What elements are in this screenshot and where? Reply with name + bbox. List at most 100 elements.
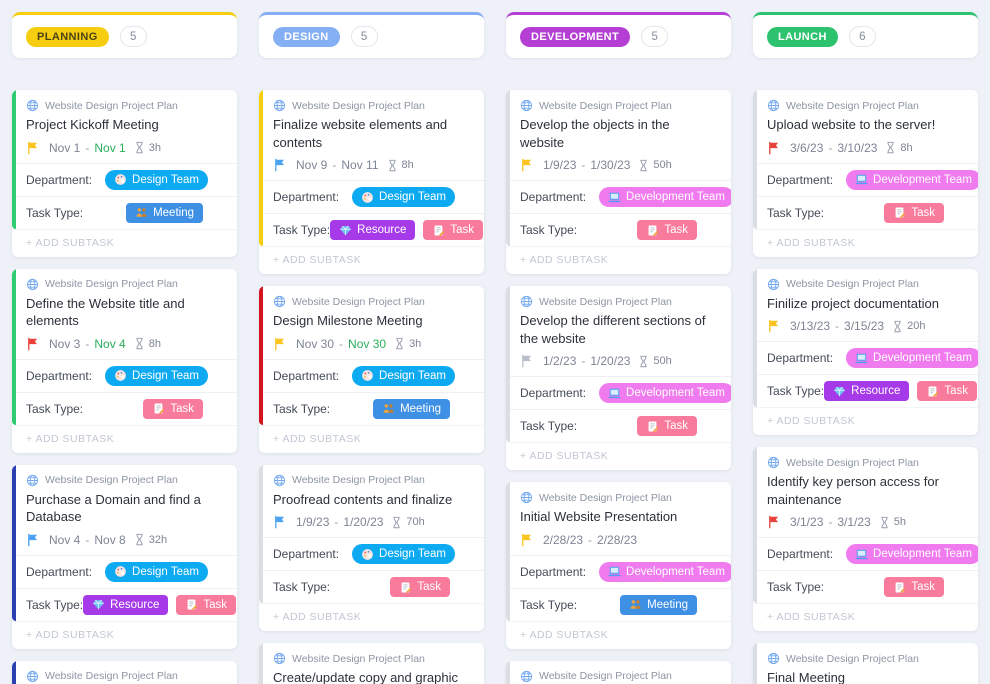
project-name[interactable]: Website Design Project Plan	[45, 99, 178, 112]
tag-design-team[interactable]: Design Team	[352, 544, 455, 565]
column-header[interactable]: PLANNING 5	[12, 12, 237, 58]
task-card[interactable]: Website Design Project Plan Initial Webs…	[506, 482, 731, 649]
start-date[interactable]: Nov 30	[296, 336, 335, 351]
add-subtask-button[interactable]: + ADD SUBTASK	[12, 228, 237, 257]
task-title[interactable]: Project Kickoff Meeting	[26, 117, 159, 132]
tag-task[interactable]: Task	[637, 416, 697, 437]
start-date[interactable]: Nov 9	[296, 158, 328, 173]
tag-task[interactable]: Task	[176, 594, 237, 615]
time-estimate[interactable]: 32h	[148, 533, 168, 546]
tag-meeting[interactable]: Meeting	[373, 398, 450, 419]
task-card[interactable]: Website Design Project Plan Team Meeting…	[12, 660, 237, 684]
due-date[interactable]: Nov 4	[94, 336, 126, 351]
task-title[interactable]: Create/update copy and graphic designs f…	[273, 670, 459, 684]
time-estimate[interactable]: 50h	[653, 355, 672, 368]
status-badge[interactable]: PLANNING	[26, 26, 109, 47]
task-card[interactable]: Website Design Project Plan Develop the …	[506, 286, 731, 471]
add-subtask-button[interactable]: + ADD SUBTASK	[753, 603, 978, 631]
start-date[interactable]: 3/13/23	[790, 319, 831, 334]
tag-design-team[interactable]: Design Team	[105, 365, 208, 386]
column-header[interactable]: LAUNCH 6	[753, 12, 978, 58]
tag-meeting[interactable]: Meeting	[126, 202, 203, 223]
time-estimate[interactable]: 5h	[893, 516, 906, 529]
project-name[interactable]: Website Design Project Plan	[786, 652, 919, 665]
tag-development-team[interactable]: Development Team	[599, 383, 731, 404]
project-name[interactable]: Website Design Project Plan	[786, 456, 919, 469]
task-title[interactable]: Finalize website elements and contents	[273, 117, 448, 150]
project-name[interactable]: Website Design Project Plan	[539, 670, 672, 683]
start-date[interactable]: 1/9/23	[296, 515, 330, 530]
task-title[interactable]: Develop the objects in the website	[520, 117, 670, 150]
tag-design-team[interactable]: Design Team	[105, 169, 208, 190]
time-estimate[interactable]: 8h	[148, 337, 161, 350]
start-date[interactable]: 3/1/23	[790, 515, 824, 530]
start-date[interactable]: 3/6/23	[790, 140, 824, 155]
task-title[interactable]: Proofread contents and finalize	[273, 491, 453, 507]
due-date[interactable]: 3/10/23	[837, 140, 878, 155]
tag-task[interactable]: Task	[884, 577, 944, 598]
task-card[interactable]: Website Design Project Plan Develop the …	[506, 90, 731, 275]
time-estimate[interactable]: 50h	[653, 159, 672, 172]
due-date[interactable]: 1/30/23	[590, 158, 631, 173]
task-card[interactable]: Website Design Project Plan Purchase a D…	[12, 464, 237, 649]
tag-design-team[interactable]: Design Team	[352, 365, 455, 386]
task-title[interactable]: Define the Website title and elements	[26, 295, 185, 329]
task-card[interactable]: Website Design Project Plan Design Miles…	[259, 286, 484, 453]
add-subtask-button[interactable]: + ADD SUBTASK	[12, 620, 237, 649]
column-header[interactable]: DESIGN 5	[259, 12, 484, 58]
tag-resource[interactable]: Resource	[330, 220, 416, 241]
tag-task[interactable]: Task	[423, 220, 484, 241]
tag-resource[interactable]: Resource	[824, 381, 910, 402]
project-name[interactable]: Website Design Project Plan	[786, 99, 919, 112]
tag-development-team[interactable]: Development Team	[846, 169, 978, 190]
tag-development-team[interactable]: Development Team	[599, 187, 731, 208]
project-name[interactable]: Website Design Project Plan	[539, 295, 672, 308]
project-name[interactable]: Website Design Project Plan	[45, 278, 178, 291]
task-title[interactable]: Develop the different sections of the we…	[520, 313, 706, 346]
task-title[interactable]: Identify key person access for maintenan…	[767, 474, 939, 507]
project-name[interactable]: Website Design Project Plan	[292, 99, 425, 112]
due-date[interactable]: 3/15/23	[844, 319, 885, 334]
due-date[interactable]: 2/28/23	[597, 532, 638, 547]
tag-development-team[interactable]: Development Team	[846, 348, 978, 369]
tag-task[interactable]: Task	[390, 577, 450, 598]
task-card[interactable]: Website Design Project Plan Proofread co…	[259, 464, 484, 632]
add-subtask-button[interactable]: + ADD SUBTASK	[259, 246, 484, 274]
tag-meeting[interactable]: Meeting	[620, 594, 697, 615]
start-date[interactable]: Nov 4	[49, 532, 81, 547]
task-title[interactable]: Purchase a Domain and find a Database	[26, 491, 201, 525]
add-subtask-button[interactable]: + ADD SUBTASK	[12, 424, 237, 453]
project-name[interactable]: Website Design Project Plan	[786, 278, 919, 291]
status-badge[interactable]: DESIGN	[273, 26, 340, 47]
task-title[interactable]: Design Milestone Meeting	[273, 313, 423, 329]
due-date[interactable]: 1/20/23	[590, 354, 631, 369]
tag-task[interactable]: Task	[917, 381, 978, 402]
due-date[interactable]: 1/20/23	[343, 515, 384, 530]
project-name[interactable]: Website Design Project Plan	[292, 474, 425, 487]
task-card[interactable]: Website Design Project Plan Create/updat…	[259, 643, 484, 684]
add-subtask-button[interactable]: + ADD SUBTASK	[259, 424, 484, 453]
due-date[interactable]: Nov 8	[94, 532, 126, 547]
tag-development-team[interactable]: Development Team	[599, 561, 731, 582]
task-card[interactable]: Website Design Project Plan Upload websi…	[753, 90, 978, 257]
tag-task[interactable]: Task	[637, 220, 697, 241]
task-card[interactable]: Website Design Project Plan Finalize web…	[259, 90, 484, 275]
tag-task[interactable]: Task	[143, 398, 203, 419]
due-date[interactable]: Nov 1	[94, 140, 126, 155]
task-card[interactable]: Website Design Project Plan Identify key…	[753, 447, 978, 632]
due-date[interactable]: Nov 30	[348, 336, 387, 351]
project-name[interactable]: Website Design Project Plan	[539, 99, 672, 112]
task-card[interactable]: Website Design Project Plan Project Kick…	[12, 90, 237, 257]
project-name[interactable]: Website Design Project Plan	[292, 295, 425, 308]
task-title[interactable]: Initial Website Presentation	[520, 509, 678, 525]
tag-design-team[interactable]: Design Team	[352, 187, 455, 208]
status-badge[interactable]: DEVELOPMENT	[520, 26, 631, 47]
tag-development-team[interactable]: Development Team	[846, 544, 978, 565]
add-subtask-button[interactable]: + ADD SUBTASK	[506, 246, 731, 274]
time-estimate[interactable]: 70h	[406, 516, 425, 529]
project-name[interactable]: Website Design Project Plan	[45, 474, 178, 487]
time-estimate[interactable]: 20h	[907, 320, 926, 333]
task-card[interactable]: Website Design Project Plan Final Meetin…	[753, 643, 978, 684]
tag-resource[interactable]: Resource	[83, 594, 169, 615]
time-estimate[interactable]: 8h	[900, 141, 913, 154]
